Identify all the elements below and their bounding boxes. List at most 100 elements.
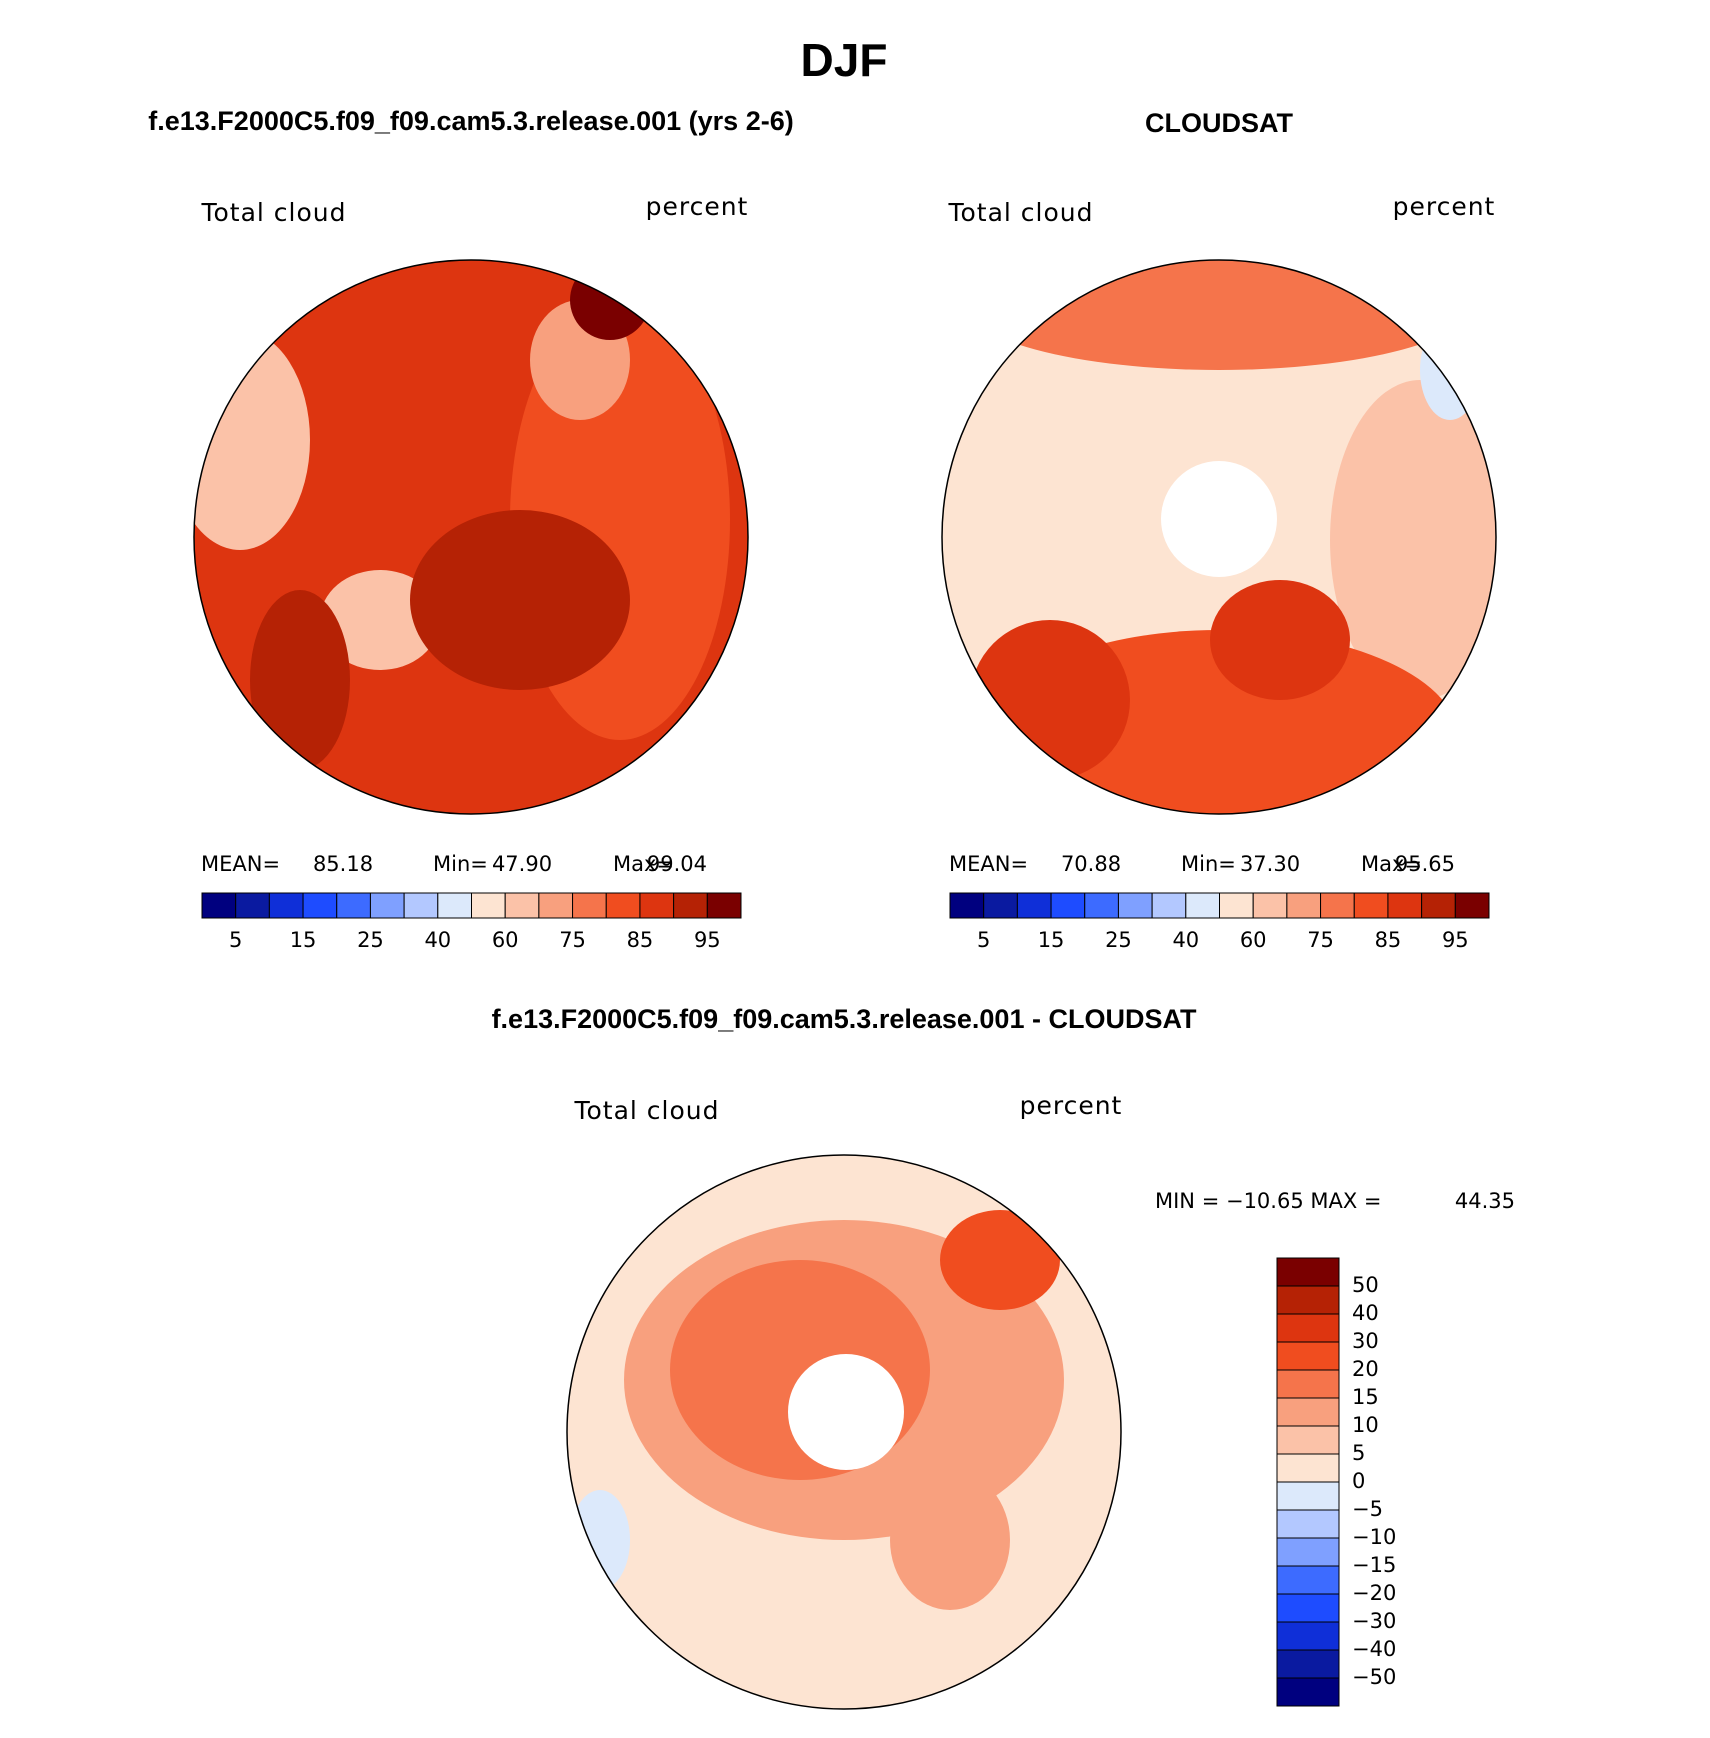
map — [567, 1155, 1121, 1709]
colorbar-label: 40 — [424, 928, 451, 952]
colorbar-box — [1084, 892, 1119, 919]
colorbar-box — [1276, 1313, 1340, 1343]
colorbar-label: 75 — [559, 928, 586, 952]
colorbar-box — [201, 892, 237, 919]
colorbar-box — [1276, 1341, 1340, 1371]
colorbar-label: 40 — [1352, 1301, 1379, 1325]
colorbar-box — [1050, 892, 1086, 919]
colorbar-box — [1016, 892, 1052, 919]
colorbar-label: 15 — [1352, 1385, 1379, 1409]
colorbar-box — [336, 892, 371, 919]
colorbar-label: 5 — [229, 928, 242, 952]
colorbar-box — [1276, 1257, 1340, 1287]
units-label: percent — [1020, 1091, 1123, 1120]
stat-text: 95.65 — [1395, 852, 1455, 876]
stat-text: Max= — [1361, 852, 1422, 876]
colorbar-box — [1387, 892, 1423, 919]
colorbar-box — [706, 892, 742, 919]
map — [942, 260, 1496, 814]
colorbar-box — [1185, 892, 1220, 919]
colorbar-box — [1276, 1537, 1340, 1567]
colorbar-box — [437, 892, 472, 919]
colorbar-box — [1276, 1369, 1340, 1399]
map — [194, 260, 748, 814]
colorbar-label: −15 — [1352, 1553, 1396, 1577]
colorbar-label: −30 — [1352, 1609, 1396, 1633]
colorbar-box — [1276, 1509, 1340, 1539]
map-border — [193, 259, 749, 815]
panel-title: CLOUDSAT — [1145, 108, 1293, 138]
colorbar-label: 85 — [627, 928, 654, 952]
colorbar-box — [1276, 1481, 1340, 1511]
colorbar-box — [1117, 892, 1153, 919]
colorbar-label: 40 — [1172, 928, 1199, 952]
colorbar-box — [1276, 1285, 1340, 1315]
map-border — [941, 259, 1497, 815]
colorbar-box — [1454, 892, 1490, 919]
colorbar-box — [949, 892, 985, 919]
colorbar-box — [471, 892, 506, 919]
stat-text: 70.88 — [1061, 852, 1121, 876]
panel-title: f.e13.F2000C5.f09_f09.cam5.3.release.001… — [148, 106, 793, 136]
colorbar-box — [1276, 1593, 1340, 1623]
variable-label: Total cloud — [947, 198, 1093, 227]
colorbar-box — [1151, 892, 1187, 919]
colorbar-box — [1276, 1397, 1340, 1427]
stat-text: 85.18 — [313, 852, 373, 876]
stat-text: 44.35 — [1455, 1189, 1515, 1213]
colorbar-label: 85 — [1375, 928, 1402, 952]
colorbar-label: 60 — [1240, 928, 1267, 952]
colorbar-box — [1276, 1453, 1340, 1483]
colorbar-label: −50 — [1352, 1665, 1396, 1689]
stat-text: Min= — [433, 852, 488, 876]
variable-label: Total cloud — [573, 1096, 719, 1125]
colorbar-label: −10 — [1352, 1525, 1396, 1549]
colorbar-label: 20 — [1352, 1357, 1379, 1381]
colorbar-box — [1353, 892, 1389, 919]
colorbar-box — [1276, 1565, 1340, 1595]
colorbar-label: 0 — [1352, 1469, 1365, 1493]
colorbar-box — [369, 892, 405, 919]
colorbar-label: 15 — [290, 928, 317, 952]
colorbar-label: 30 — [1352, 1329, 1379, 1353]
colorbar-label: −40 — [1352, 1637, 1396, 1661]
stat-text: MIN = −10.65 MAX = — [1155, 1189, 1382, 1213]
colorbar-box — [1219, 892, 1254, 919]
colorbar-label: 95 — [1442, 928, 1469, 952]
colorbar-box — [572, 892, 607, 919]
colorbar-box — [1276, 1649, 1340, 1679]
colorbar-box — [403, 892, 439, 919]
colorbar-label: 5 — [977, 928, 990, 952]
units-label: percent — [646, 192, 749, 221]
colorbar-label: 25 — [1105, 928, 1132, 952]
colorbar-box — [673, 892, 708, 919]
colorbar-box — [639, 892, 675, 919]
colorbar-label: −20 — [1352, 1581, 1396, 1605]
stat-text: Min= — [1181, 852, 1236, 876]
colorbar-box — [504, 892, 540, 919]
colorbar-box — [302, 892, 338, 919]
colorbar-label: 10 — [1352, 1413, 1379, 1437]
stat-text: MEAN= — [949, 852, 1028, 876]
stat-text: 37.30 — [1240, 852, 1300, 876]
colorbar-box — [268, 892, 304, 919]
stat-text: MEAN= — [201, 852, 280, 876]
colorbar-box — [235, 892, 270, 919]
colorbar-box — [1286, 892, 1322, 919]
colorbar-label: 95 — [694, 928, 721, 952]
colorbar-box — [1276, 1425, 1340, 1455]
colorbar-label: 75 — [1307, 928, 1334, 952]
colorbar-box — [1276, 1677, 1340, 1707]
colorbar-label: 60 — [492, 928, 519, 952]
colorbar-box — [605, 892, 641, 919]
stat-text: 47.90 — [492, 852, 552, 876]
colorbar-box — [983, 892, 1018, 919]
colorbar-box — [1276, 1621, 1340, 1651]
panel-title: f.e13.F2000C5.f09_f09.cam5.3.release.001… — [492, 1004, 1197, 1034]
colorbar-label: 25 — [357, 928, 384, 952]
colorbar-label: −5 — [1352, 1497, 1383, 1521]
colorbar-label: 15 — [1038, 928, 1065, 952]
colorbar-box — [1320, 892, 1355, 919]
colorbar-box — [538, 892, 574, 919]
